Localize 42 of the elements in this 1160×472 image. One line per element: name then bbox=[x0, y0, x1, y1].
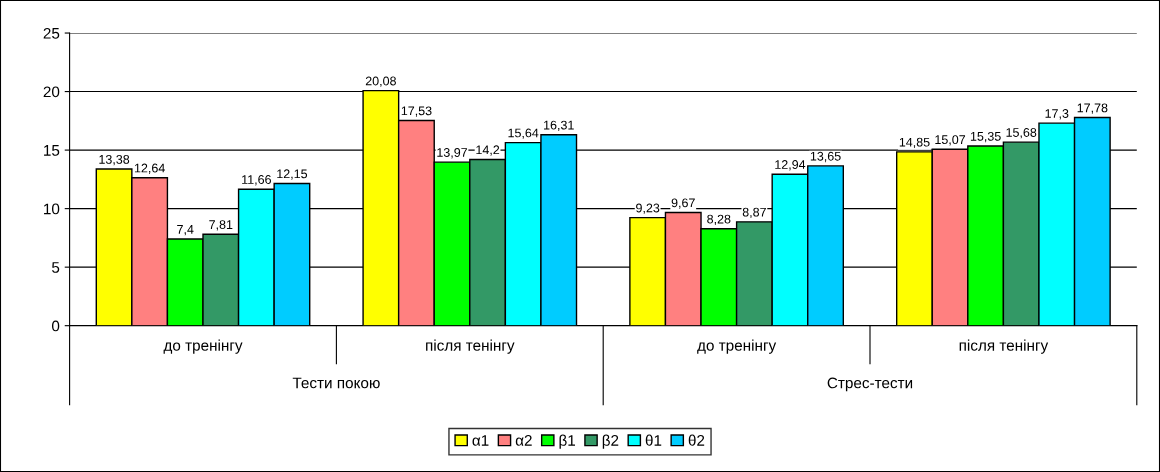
y-tick-label: 0 bbox=[51, 320, 60, 332]
data-label: 8,87 bbox=[742, 207, 766, 219]
data-label: 13,38 bbox=[99, 154, 130, 166]
x-tick-label: до тренінгу bbox=[697, 339, 777, 354]
text: Стрес-тести bbox=[827, 377, 913, 392]
data-label: 7,81 bbox=[209, 220, 233, 231]
data-label: 11,66 bbox=[242, 175, 271, 186]
x-tick-label: після тенінгу bbox=[426, 339, 515, 354]
y-tick-label: 5 bbox=[51, 262, 60, 273]
data-label: 15,07 bbox=[935, 135, 966, 146]
y-tick-label: 10 bbox=[44, 203, 60, 215]
legend-label: β1 bbox=[559, 434, 576, 449]
x-tick-label: після тенінгу bbox=[959, 339, 1049, 354]
data-label: 17,3 bbox=[1045, 109, 1069, 120]
y-tick-label: 15 bbox=[44, 145, 60, 156]
data-label: 17,78 bbox=[1077, 103, 1108, 114]
data-label: 14,85 bbox=[899, 137, 930, 149]
text: Тести покою bbox=[292, 377, 380, 389]
data-label: 20,08 bbox=[365, 76, 396, 87]
data-label: 16,31 bbox=[544, 120, 574, 131]
y-tick-label: 20 bbox=[43, 86, 60, 98]
data-label: 12,64 bbox=[134, 163, 165, 174]
data-label: 9,67 bbox=[671, 198, 695, 209]
data-label: 15,64 bbox=[508, 128, 539, 139]
data-label: 8,28 bbox=[707, 214, 731, 225]
legend-label: α2 bbox=[515, 434, 532, 446]
data-label: 13,97 bbox=[437, 148, 468, 159]
legend-label: θ1 bbox=[645, 434, 662, 446]
data-label: 9,23 bbox=[636, 203, 660, 214]
data-label: 7,4 bbox=[177, 225, 194, 236]
x-tick-label: до тренінгу bbox=[163, 339, 243, 354]
data-label: 14,2 bbox=[476, 145, 500, 156]
y-tick-label: 25 bbox=[43, 27, 60, 39]
data-label: 13,65 bbox=[810, 151, 841, 163]
data-label: 12,94 bbox=[775, 160, 806, 171]
legend-label: θ2 bbox=[688, 434, 705, 446]
legend-label: β2 bbox=[602, 434, 619, 449]
data-label: 15,35 bbox=[970, 131, 1001, 143]
data-label: 17,53 bbox=[401, 106, 432, 117]
data-label: 12,15 bbox=[277, 169, 308, 180]
data-label: 15,68 bbox=[1006, 128, 1037, 139]
legend-label: α1 bbox=[472, 435, 489, 446]
